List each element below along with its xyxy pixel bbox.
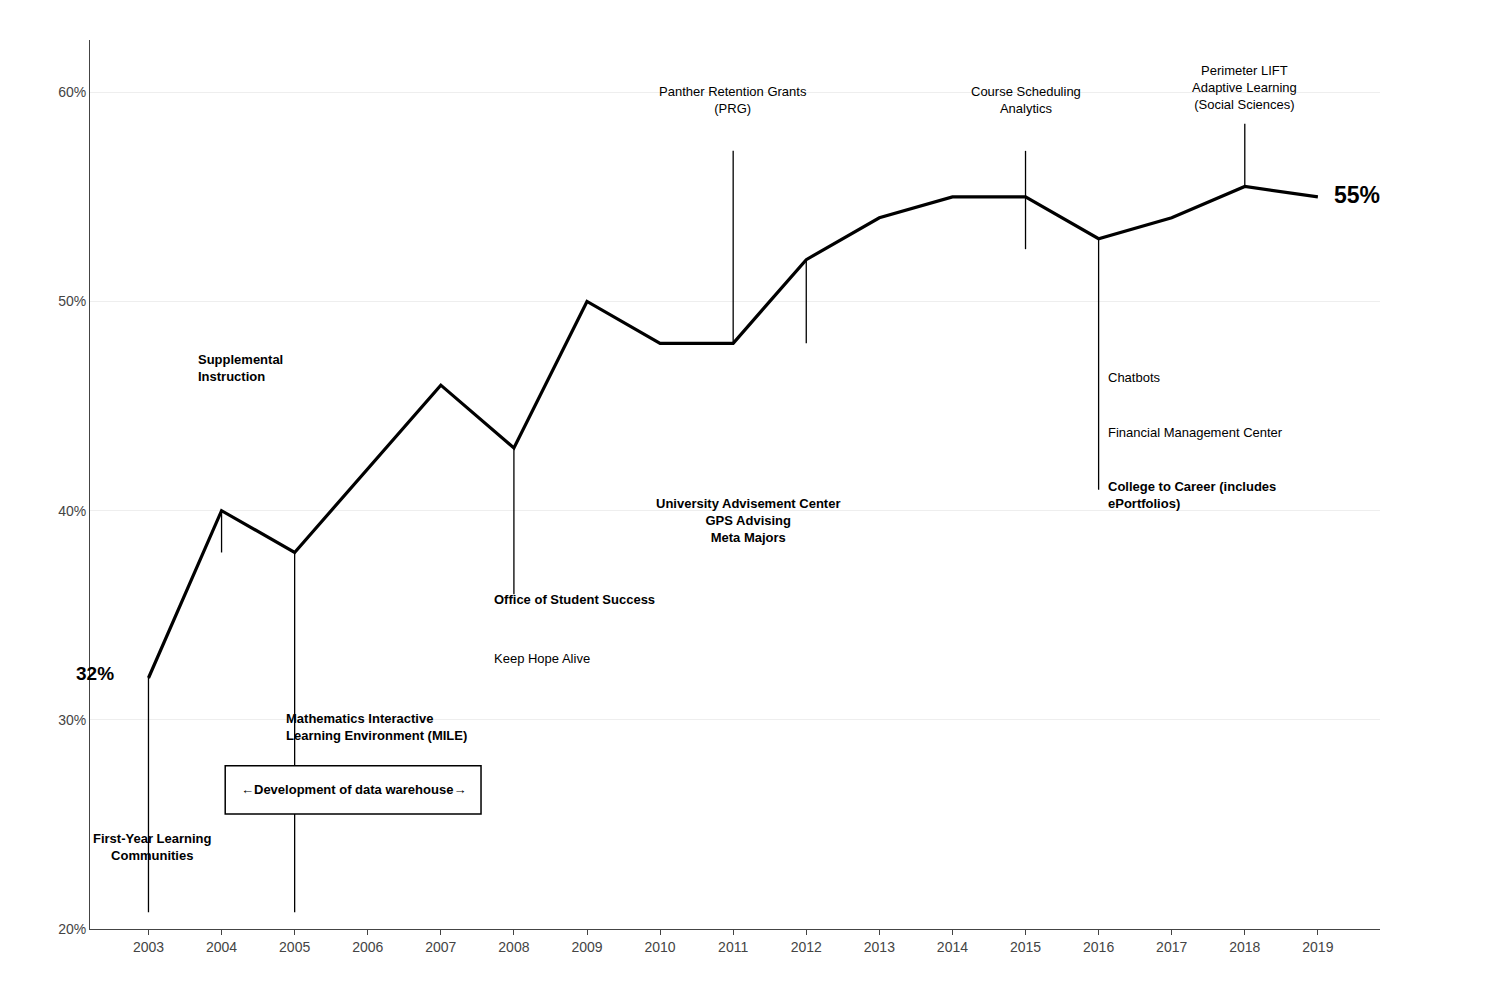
svg-text:Financial Management Center: Financial Management Center [1108, 425, 1283, 440]
svg-text:←Development of data warehouse: ←Development of data warehouse→ [241, 782, 466, 797]
svg-text:2015: 2015 [1010, 939, 1041, 955]
svg-text:20%: 20% [58, 921, 86, 937]
svg-text:Keep Hope Alive: Keep Hope Alive [494, 651, 590, 666]
svg-text:2013: 2013 [864, 939, 895, 955]
svg-text:2006: 2006 [352, 939, 383, 955]
svg-text:32%: 32% [76, 663, 114, 684]
svg-text:2014: 2014 [937, 939, 968, 955]
svg-text:Course SchedulingAnalytics: Course SchedulingAnalytics [971, 84, 1081, 116]
svg-text:Panther Retention Grants(PRG): Panther Retention Grants(PRG) [659, 84, 807, 116]
svg-text:2019: 2019 [1302, 939, 1333, 955]
svg-text:First-Year LearningCommunities: First-Year LearningCommunities [93, 831, 212, 863]
svg-text:Office of Student Success: Office of Student Success [494, 592, 655, 607]
svg-text:60%: 60% [58, 84, 86, 100]
svg-text:2003: 2003 [133, 939, 164, 955]
svg-text:50%: 50% [58, 293, 86, 309]
svg-text:2011: 2011 [718, 939, 748, 955]
svg-text:40%: 40% [58, 503, 86, 519]
svg-text:2017: 2017 [1156, 939, 1187, 955]
svg-text:Chatbots: Chatbots [1108, 370, 1161, 385]
svg-text:2004: 2004 [206, 939, 237, 955]
svg-text:30%: 30% [58, 712, 86, 728]
svg-text:College to Career (includesePo: College to Career (includesePortfolios) [1108, 479, 1276, 511]
svg-text:2007: 2007 [425, 939, 456, 955]
svg-text:2010: 2010 [645, 939, 676, 955]
svg-text:55%: 55% [1334, 182, 1380, 208]
svg-text:Perimeter LIFTAdaptive Learnin: Perimeter LIFTAdaptive Learning(Social S… [1192, 63, 1297, 112]
svg-text:2005: 2005 [279, 939, 310, 955]
svg-text:SupplementalInstruction: SupplementalInstruction [198, 352, 283, 384]
svg-text:University Advisement CenterGP: University Advisement CenterGPS Advising… [656, 496, 840, 545]
svg-text:2012: 2012 [791, 939, 822, 955]
svg-text:2008: 2008 [498, 939, 529, 955]
svg-text:2016: 2016 [1083, 939, 1114, 955]
svg-text:Mathematics InteractiveLearnin: Mathematics InteractiveLearning Environm… [286, 711, 467, 743]
svg-text:2009: 2009 [571, 939, 602, 955]
svg-text:2018: 2018 [1229, 939, 1260, 955]
